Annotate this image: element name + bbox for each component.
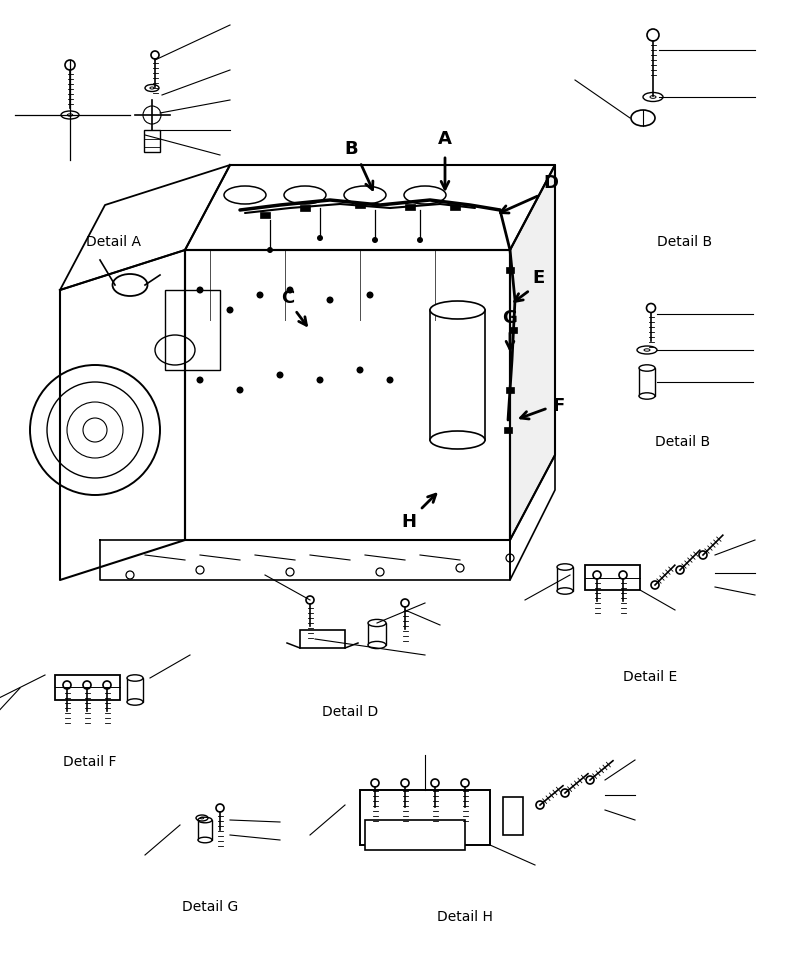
Text: D: D bbox=[543, 174, 558, 192]
Ellipse shape bbox=[631, 110, 655, 126]
Text: Detail F: Detail F bbox=[63, 755, 116, 769]
Ellipse shape bbox=[198, 837, 212, 843]
Circle shape bbox=[287, 287, 294, 293]
Bar bbox=[127, 678, 143, 702]
Bar bbox=[405, 204, 415, 210]
Ellipse shape bbox=[284, 186, 326, 204]
Ellipse shape bbox=[112, 274, 147, 296]
Bar bbox=[144, 130, 160, 152]
Ellipse shape bbox=[127, 699, 143, 706]
Ellipse shape bbox=[639, 365, 655, 371]
Circle shape bbox=[417, 237, 423, 243]
Text: H: H bbox=[401, 513, 416, 531]
Ellipse shape bbox=[224, 186, 266, 204]
Polygon shape bbox=[100, 540, 510, 580]
Circle shape bbox=[326, 296, 333, 304]
Bar bbox=[504, 427, 512, 433]
Bar bbox=[360, 790, 490, 845]
Text: Detail E: Detail E bbox=[623, 670, 677, 684]
Bar bbox=[585, 565, 640, 590]
Ellipse shape bbox=[344, 186, 386, 204]
Ellipse shape bbox=[127, 675, 143, 681]
Ellipse shape bbox=[404, 186, 446, 204]
Bar bbox=[365, 820, 465, 850]
Bar bbox=[260, 212, 270, 218]
Polygon shape bbox=[510, 165, 555, 540]
Text: Detail B: Detail B bbox=[657, 235, 713, 249]
Text: Detail H: Detail H bbox=[437, 910, 493, 924]
Ellipse shape bbox=[368, 620, 386, 626]
Ellipse shape bbox=[639, 393, 655, 399]
Circle shape bbox=[356, 367, 364, 374]
Bar bbox=[368, 623, 386, 645]
Bar bbox=[506, 267, 514, 273]
Ellipse shape bbox=[430, 301, 485, 319]
Polygon shape bbox=[510, 455, 555, 580]
Text: Detail G: Detail G bbox=[182, 900, 238, 914]
Polygon shape bbox=[185, 165, 555, 250]
Text: F: F bbox=[552, 397, 564, 415]
Circle shape bbox=[317, 235, 323, 241]
Text: B: B bbox=[345, 140, 358, 158]
Circle shape bbox=[276, 372, 284, 378]
Ellipse shape bbox=[557, 563, 573, 570]
Text: Detail A: Detail A bbox=[86, 235, 140, 249]
Circle shape bbox=[227, 307, 234, 314]
Polygon shape bbox=[185, 250, 510, 540]
Circle shape bbox=[237, 386, 243, 394]
Bar bbox=[55, 675, 120, 700]
Circle shape bbox=[196, 377, 204, 383]
Circle shape bbox=[317, 377, 323, 383]
Ellipse shape bbox=[430, 431, 485, 449]
Bar bbox=[198, 820, 212, 840]
Circle shape bbox=[267, 247, 273, 253]
Bar bbox=[450, 204, 460, 210]
Bar bbox=[300, 630, 345, 648]
Text: C: C bbox=[280, 289, 294, 307]
Bar bbox=[430, 310, 485, 440]
Bar bbox=[503, 797, 523, 835]
Text: E: E bbox=[532, 269, 544, 287]
Text: G: G bbox=[503, 309, 517, 327]
Ellipse shape bbox=[557, 588, 573, 594]
Bar bbox=[300, 205, 310, 211]
Ellipse shape bbox=[368, 642, 386, 649]
Polygon shape bbox=[60, 165, 230, 290]
Bar bbox=[509, 327, 517, 333]
Text: A: A bbox=[438, 130, 452, 148]
Circle shape bbox=[386, 377, 394, 383]
Circle shape bbox=[196, 287, 204, 293]
Text: Detail D: Detail D bbox=[322, 705, 378, 719]
Circle shape bbox=[367, 291, 374, 298]
Circle shape bbox=[372, 237, 378, 243]
Circle shape bbox=[257, 291, 264, 298]
Text: Detail B: Detail B bbox=[656, 435, 710, 449]
Bar bbox=[165, 290, 220, 370]
Bar bbox=[639, 368, 655, 396]
Ellipse shape bbox=[198, 817, 212, 823]
Bar bbox=[557, 567, 573, 591]
Bar bbox=[506, 387, 514, 393]
Bar bbox=[355, 202, 365, 208]
Polygon shape bbox=[60, 250, 185, 580]
